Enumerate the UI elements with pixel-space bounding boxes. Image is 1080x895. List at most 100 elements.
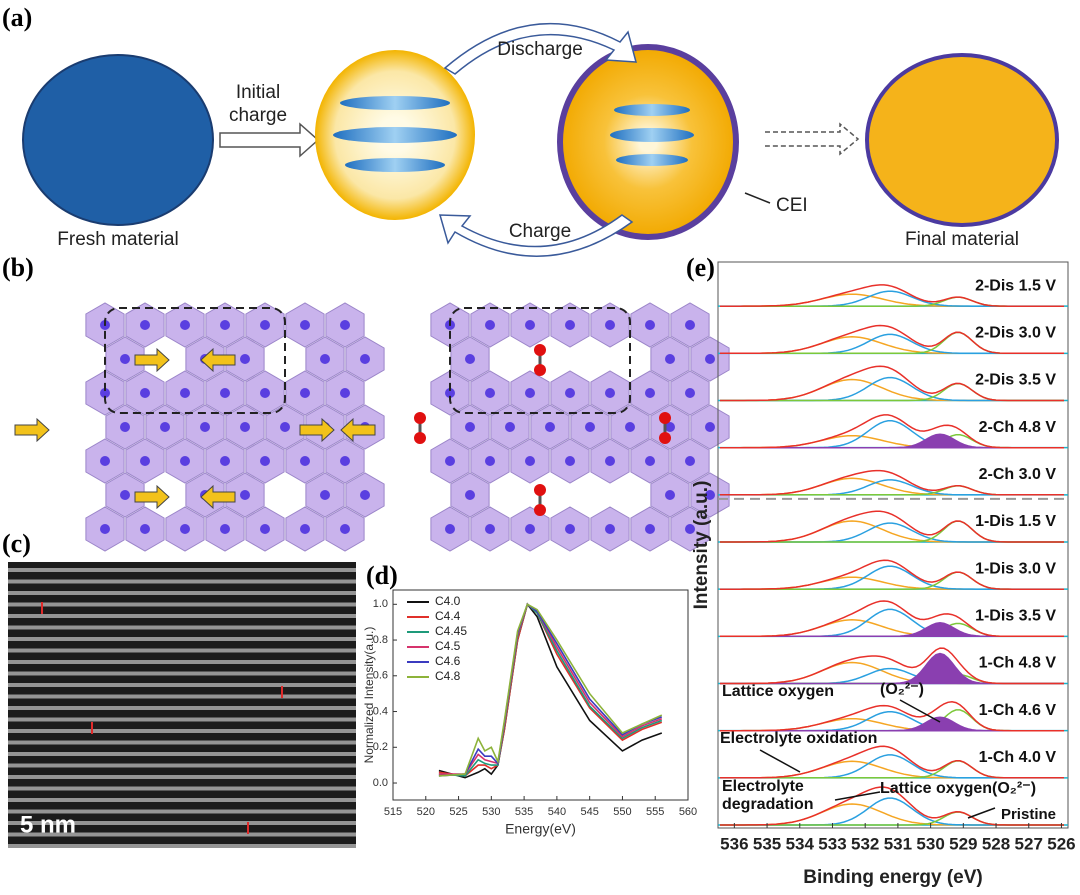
fringe	[8, 717, 356, 722]
atom	[525, 456, 535, 466]
atom	[625, 422, 635, 432]
atom	[320, 490, 330, 500]
pointer	[967, 807, 996, 819]
arrow	[134, 484, 170, 510]
atom	[240, 422, 250, 432]
atom	[485, 524, 495, 534]
atom	[525, 524, 535, 534]
panel-label: (d)	[366, 561, 398, 590]
x-tick-label: 533	[818, 834, 846, 853]
panel-c	[8, 562, 356, 848]
atom	[100, 388, 110, 398]
oxygen	[659, 432, 671, 444]
y-tick-label: 0.4	[373, 705, 388, 717]
atom	[645, 456, 655, 466]
fringe	[8, 648, 356, 653]
layer	[616, 154, 688, 166]
x-tick-label: 527	[1015, 834, 1043, 853]
atom	[340, 524, 350, 534]
arrow	[14, 417, 50, 443]
y-axis-label: Intensity (a.u.)	[691, 481, 712, 610]
atom	[445, 524, 455, 534]
panel-label: (e)	[686, 253, 715, 282]
x-tick-label: 555	[646, 806, 664, 818]
arrow	[765, 122, 860, 156]
atom	[545, 422, 555, 432]
arrow	[299, 417, 335, 443]
legend-label: C4.8	[435, 669, 461, 683]
label: CEI	[776, 195, 808, 216]
atom	[240, 490, 250, 500]
atom	[260, 456, 270, 466]
atom	[665, 354, 675, 364]
label: Fresh material	[57, 229, 178, 250]
annotation: Lattice oxygen	[722, 683, 834, 700]
atom	[525, 320, 535, 330]
x-tick-label: 535	[753, 834, 781, 853]
label: Initial	[236, 82, 280, 103]
atom	[565, 320, 575, 330]
plot-frame	[392, 589, 689, 801]
envelope	[720, 284, 1064, 307]
component	[720, 717, 1064, 732]
x-tick-label: 525	[449, 806, 467, 818]
envelope	[720, 600, 1064, 638]
fringe	[8, 809, 356, 814]
atom	[140, 456, 150, 466]
atom	[605, 320, 615, 330]
spectrum-label: 1-Dis 3.0 V	[975, 560, 1056, 577]
atom	[485, 456, 495, 466]
fringe	[8, 660, 356, 664]
spectrum-label: 2-Dis 1.5 V	[975, 277, 1056, 294]
y-tick-label: 1.0	[373, 598, 388, 610]
atom	[180, 388, 190, 398]
atom	[445, 456, 455, 466]
component	[720, 576, 1064, 590]
fringe	[8, 614, 356, 618]
arrow	[219, 122, 320, 158]
fringe	[8, 694, 356, 699]
atom	[280, 422, 290, 432]
fringe	[8, 637, 356, 641]
panel-e: 2-Dis 1.5 V 2-Dis 3.0 V 2-Dis 3.5 V 2-Ch 4.…	[691, 261, 1076, 888]
atom	[240, 354, 250, 364]
oxygen	[534, 364, 546, 376]
panel-label: (a)	[2, 3, 32, 32]
atom	[360, 490, 370, 500]
layer	[345, 158, 445, 172]
fringe	[8, 579, 356, 584]
y-tick-label: 0.6	[373, 670, 388, 682]
atom	[260, 388, 270, 398]
atom	[120, 354, 130, 364]
fringe	[8, 763, 356, 768]
y-tick-label: 0.0	[373, 777, 388, 789]
atom	[220, 524, 230, 534]
atom	[445, 388, 455, 398]
envelope	[720, 324, 1064, 355]
atom	[645, 320, 655, 330]
fringe	[8, 625, 356, 630]
annotation: degradation	[722, 796, 814, 813]
unit-cell	[104, 307, 286, 414]
atom	[525, 388, 535, 398]
atom	[160, 422, 170, 432]
oxygen	[414, 432, 426, 444]
atom	[685, 524, 695, 534]
atom	[705, 354, 715, 364]
x-tick-label: 535	[515, 806, 533, 818]
panel-a: Initial charge Discharge Charge CEI Fres…	[22, 22, 1059, 257]
envelope	[720, 745, 1064, 779]
atom	[685, 456, 695, 466]
oxygen	[659, 412, 671, 424]
atom	[300, 388, 310, 398]
unit-cell	[449, 307, 631, 414]
component	[720, 434, 1064, 449]
arrow	[134, 347, 170, 373]
envelope	[720, 701, 1064, 732]
atom	[340, 456, 350, 466]
x-tick-label: 532	[851, 834, 879, 853]
fringe	[8, 671, 356, 676]
atom	[220, 456, 230, 466]
spectrum-label: 1-Ch 4.6 V	[979, 702, 1057, 719]
